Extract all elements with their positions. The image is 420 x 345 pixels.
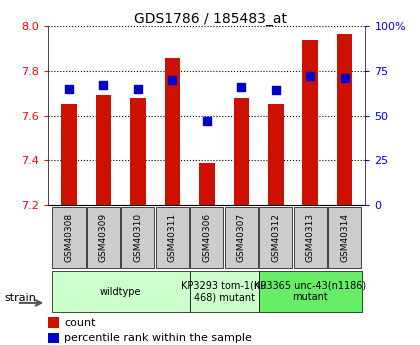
Point (66, 86, 72, 91)
Text: GSM40308: GSM40308 (65, 213, 73, 262)
Point (273, 88, 279, 93)
Bar (259, 207, 292, 268)
Point (204, 118, 210, 124)
Point (341, 75, 348, 81)
Bar (337, 34, 352, 205)
Point (134, 86, 141, 91)
Text: strain: strain (4, 294, 36, 303)
Text: GSM40312: GSM40312 (271, 213, 280, 262)
Text: GSM40311: GSM40311 (168, 213, 177, 262)
Text: KP3365 unc-43(n1186)
mutant: KP3365 unc-43(n1186) mutant (254, 281, 366, 302)
Text: count: count (64, 318, 96, 328)
Text: percentile rank within the sample: percentile rank within the sample (64, 333, 252, 343)
FancyBboxPatch shape (52, 271, 189, 312)
Bar (268, 104, 284, 205)
Point (169, 77, 176, 82)
Bar (121, 207, 155, 268)
Bar (328, 207, 361, 268)
Point (100, 82, 107, 88)
FancyBboxPatch shape (259, 271, 362, 312)
Bar (156, 207, 189, 268)
Bar (225, 207, 258, 268)
Text: GSM40307: GSM40307 (237, 213, 246, 262)
FancyBboxPatch shape (189, 271, 259, 312)
Bar (190, 207, 223, 268)
Text: GSM40314: GSM40314 (340, 213, 349, 262)
Bar (302, 40, 318, 205)
Bar (52, 207, 86, 268)
Bar (48, 333, 59, 344)
Text: KP3293 tom-1(nu
468) mutant: KP3293 tom-1(nu 468) mutant (181, 281, 267, 302)
Bar (61, 104, 77, 205)
Bar (130, 98, 146, 205)
Bar (48, 317, 59, 328)
Bar (294, 207, 327, 268)
Bar (87, 207, 120, 268)
Bar (234, 98, 249, 205)
Text: GDS1786 / 185483_at: GDS1786 / 185483_at (134, 12, 286, 26)
Text: GSM40313: GSM40313 (306, 213, 315, 262)
Text: GSM40309: GSM40309 (99, 213, 108, 262)
Bar (96, 95, 111, 205)
Point (238, 84, 245, 90)
Text: GSM40306: GSM40306 (202, 213, 211, 262)
Text: GSM40310: GSM40310 (134, 213, 142, 262)
Text: wildtype: wildtype (100, 287, 142, 296)
Point (307, 73, 314, 79)
Bar (199, 163, 215, 205)
Bar (165, 58, 180, 205)
